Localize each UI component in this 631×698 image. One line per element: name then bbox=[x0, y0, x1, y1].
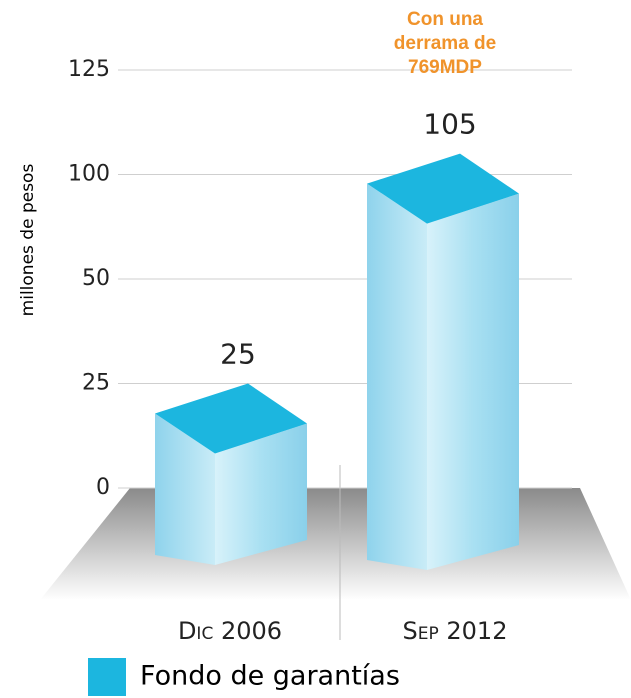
bar-top-face bbox=[367, 153, 519, 224]
legend-swatch bbox=[88, 658, 126, 696]
y-tick-label: 50 bbox=[82, 266, 110, 291]
y-tick-label: 100 bbox=[68, 162, 110, 187]
bar bbox=[155, 383, 307, 565]
y-axis-label: millones de pesos bbox=[18, 164, 38, 317]
floor bbox=[40, 488, 631, 600]
annotation: Con una derrama de 769MDP bbox=[393, 9, 497, 78]
bar-right-face bbox=[215, 423, 307, 565]
y-tick-label: 25 bbox=[82, 371, 110, 396]
x-tick-label: Dic 2006 bbox=[178, 617, 282, 645]
bar-right-face bbox=[427, 193, 519, 570]
legend-label: Fondo de garantías bbox=[140, 661, 400, 692]
bar bbox=[367, 153, 519, 570]
bar-left-face bbox=[367, 183, 427, 570]
x-tick-label: Sep 2012 bbox=[403, 617, 508, 645]
data-label: 105 bbox=[423, 108, 476, 141]
data-label: 25 bbox=[220, 338, 256, 371]
bar-left-face bbox=[155, 413, 215, 565]
y-tick-label: 125 bbox=[68, 57, 110, 82]
y-tick-label: 0 bbox=[96, 475, 110, 500]
bar-top-face bbox=[155, 383, 307, 454]
